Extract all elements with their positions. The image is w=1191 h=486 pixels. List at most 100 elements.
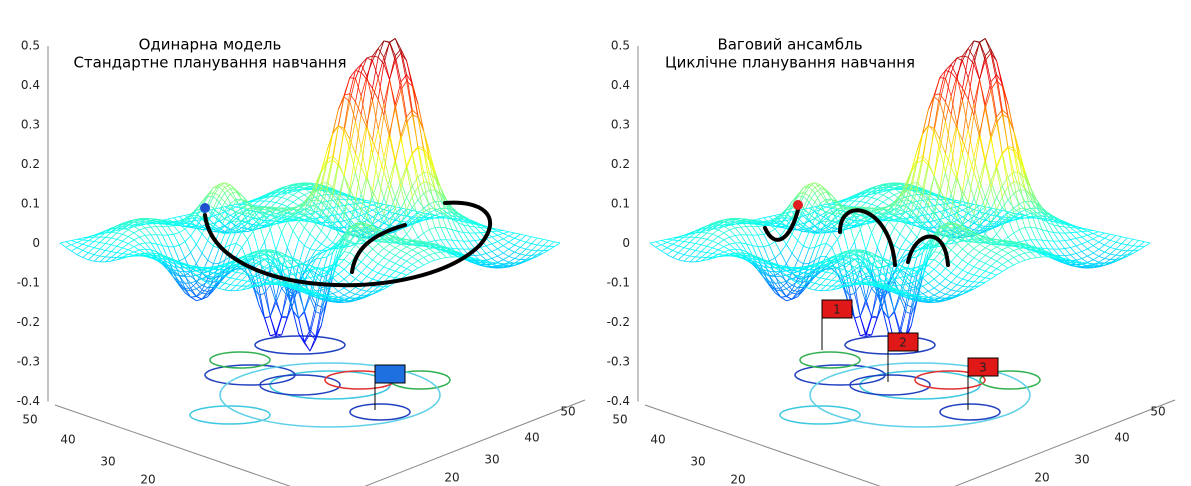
mesh-line	[225, 270, 231, 271]
mesh-line	[350, 300, 356, 301]
mesh-line	[77, 242, 83, 244]
mesh-line	[390, 238, 396, 239]
mesh-line	[781, 244, 787, 252]
mesh-line	[684, 249, 690, 255]
mesh-line	[259, 217, 265, 218]
flag	[375, 365, 405, 383]
mesh-line	[412, 253, 418, 257]
mesh-line	[492, 232, 498, 236]
mesh-line	[287, 186, 293, 187]
mesh-line	[424, 249, 430, 251]
mesh-line	[304, 285, 310, 286]
mesh-line	[1082, 251, 1088, 256]
mesh-line	[100, 243, 106, 249]
mesh-line	[701, 233, 707, 238]
mesh-line	[134, 233, 140, 237]
contour	[850, 375, 930, 395]
mesh-line	[463, 241, 469, 249]
mesh-line	[412, 257, 418, 261]
contour	[350, 404, 410, 420]
mesh-line	[390, 180, 396, 197]
mesh-line	[179, 245, 185, 258]
mesh-line	[338, 291, 344, 295]
mesh-line	[378, 254, 384, 258]
mesh-line	[276, 316, 282, 334]
mesh-line	[718, 252, 724, 254]
mesh-line	[509, 236, 515, 238]
mesh-line	[515, 245, 521, 247]
mesh-line	[253, 231, 259, 252]
mesh-line	[463, 232, 469, 241]
mesh-line	[100, 256, 106, 257]
mesh-line	[140, 228, 146, 230]
mesh-line	[316, 244, 322, 250]
mesh-line	[88, 255, 94, 260]
mesh-line	[515, 233, 521, 234]
mesh-line	[219, 288, 225, 289]
mesh-line	[1099, 256, 1105, 258]
mesh-line	[373, 202, 379, 203]
mesh-line	[111, 246, 117, 251]
mesh-line	[1099, 249, 1105, 252]
mesh-line	[395, 266, 401, 271]
mesh-line	[515, 252, 521, 254]
mesh-line	[1082, 259, 1088, 263]
mesh-line	[213, 248, 219, 263]
mesh-line	[196, 283, 202, 290]
z-tick-label: 0.1	[611, 197, 630, 211]
floor-axis	[645, 405, 920, 486]
mesh-line	[355, 268, 361, 272]
mesh-line	[282, 192, 288, 193]
mesh-line	[367, 141, 373, 180]
mesh-line	[151, 227, 157, 235]
left-tick-label: 50	[612, 413, 627, 427]
mesh-line	[492, 237, 498, 242]
mesh-line	[713, 244, 719, 248]
mesh-line	[1002, 147, 1008, 154]
mesh-line	[849, 201, 855, 206]
mesh-line	[441, 227, 447, 228]
mesh-line	[373, 286, 379, 287]
mesh-line	[395, 244, 401, 247]
mesh-line	[1070, 240, 1076, 246]
mesh-line	[401, 258, 407, 261]
mesh-line	[1059, 249, 1065, 256]
mesh-line	[344, 252, 350, 253]
mesh-line	[395, 136, 401, 162]
mesh-line	[503, 256, 509, 259]
mesh-line	[384, 261, 390, 267]
mesh-line	[344, 205, 350, 206]
mesh-line	[310, 250, 316, 259]
mesh-line	[355, 287, 361, 289]
mesh-line	[503, 249, 509, 253]
mesh-line	[678, 255, 684, 260]
mesh-line	[872, 192, 878, 193]
mesh-line	[117, 239, 123, 241]
mesh-line	[373, 254, 379, 260]
mesh-line	[764, 245, 770, 247]
mesh-line	[401, 251, 407, 254]
mesh-line	[151, 235, 157, 244]
mesh-line	[293, 273, 299, 275]
mesh-line	[202, 253, 208, 260]
mesh-line	[429, 190, 435, 201]
mesh-line	[242, 213, 248, 214]
mesh-line	[282, 215, 288, 216]
mesh-line	[384, 180, 390, 198]
mesh-line	[287, 202, 293, 206]
mesh-line	[355, 102, 361, 115]
z-tick-label: 0.5	[21, 39, 40, 53]
mesh-line	[117, 253, 123, 254]
mesh-line	[486, 244, 492, 246]
mesh-line	[407, 264, 413, 268]
mesh-line	[498, 256, 504, 260]
mesh-line	[242, 275, 248, 280]
mesh-line	[384, 244, 390, 248]
mesh-line	[503, 260, 509, 262]
mesh-line	[117, 234, 123, 239]
mesh-line	[384, 267, 390, 269]
mesh-line	[1144, 242, 1150, 243]
mesh-line	[520, 240, 526, 242]
mesh-line	[877, 195, 883, 199]
mesh-line	[299, 228, 305, 240]
